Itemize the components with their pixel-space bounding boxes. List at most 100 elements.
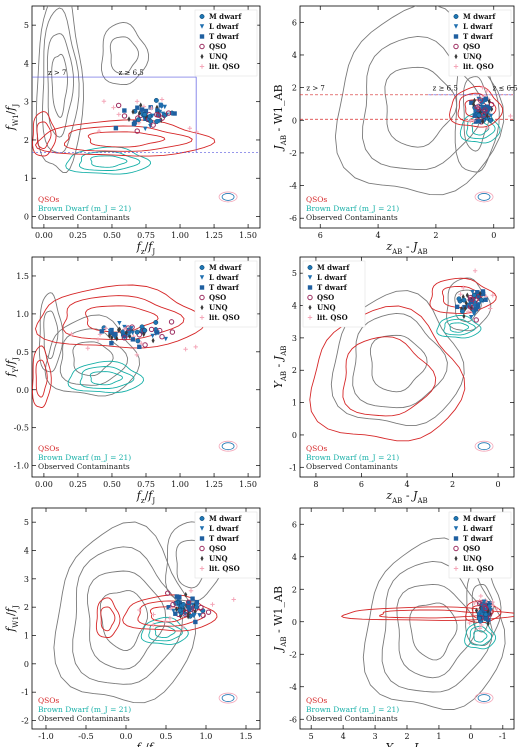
point-qso <box>182 609 189 615</box>
point-lit-qso <box>187 126 192 131</box>
contour-qso <box>35 284 206 349</box>
contour-observed <box>44 314 140 397</box>
y-tick-label: 0 <box>292 618 297 627</box>
legend-box <box>302 260 366 328</box>
x-tick-label: 1.0 <box>200 732 213 741</box>
point-lit-qso <box>95 337 101 342</box>
point-l-dwarf <box>197 613 202 618</box>
point-l-dwarf <box>482 599 487 604</box>
legend-label: lit. QSO <box>463 62 494 71</box>
x-tick-label: 1.25 <box>205 480 223 489</box>
y-tick-label: -6 <box>289 715 297 724</box>
point-unq <box>474 607 479 614</box>
selection-box <box>32 76 197 153</box>
point-t-dwarf <box>186 600 192 606</box>
redshift-annotation: z > 7 <box>306 84 324 92</box>
point-t-dwarf <box>99 329 104 334</box>
point-lit-qso <box>101 99 107 104</box>
point-lit-qso <box>490 599 495 605</box>
contour-observed <box>101 21 150 86</box>
y-tick-label: 2 <box>24 136 29 145</box>
point-unq <box>139 102 143 109</box>
legend-marker <box>453 34 459 39</box>
y-tick-label: 1 <box>24 632 29 641</box>
point-m-dwarf <box>488 117 494 123</box>
legend-marker <box>307 275 313 280</box>
x-tick-label: 0.00 <box>35 231 53 240</box>
legend-marker <box>453 566 459 571</box>
x-tick-label: 3 <box>373 732 378 741</box>
point-t-dwarf <box>483 616 488 621</box>
scatter-points <box>454 268 495 323</box>
point-unq <box>459 306 464 312</box>
point-lit-qso <box>484 88 489 94</box>
point-lit-qso <box>194 129 199 135</box>
point-m-dwarf <box>476 112 482 118</box>
point-qso <box>150 122 156 128</box>
legend-label: QSO <box>209 42 226 51</box>
y-tick-label: 0.0 <box>16 386 29 395</box>
y-axis-label: JAB - W1_AB <box>272 586 288 653</box>
contour-legend-label: Brown Dwarf (m_J = 21) <box>306 204 399 213</box>
legend-label: M dwarf <box>209 263 242 272</box>
x-tick-label: 0 <box>496 480 501 489</box>
point-qso <box>165 590 171 596</box>
contour-legend-label: Brown Dwarf (m_J = 21) <box>38 705 131 714</box>
contour-brown-dwarf <box>148 621 183 642</box>
y-tick-label: -2 <box>289 149 297 158</box>
error-ellipse <box>221 442 235 451</box>
x-tick-label: 4 <box>376 231 381 240</box>
y-tick-label: -1 <box>289 463 297 472</box>
legend-box <box>448 511 512 579</box>
contour-observed <box>330 290 465 426</box>
contour-brown-dwarf <box>65 146 152 175</box>
point-m-dwarf <box>142 112 148 118</box>
legend-marker <box>453 24 459 29</box>
point-qso <box>200 612 206 619</box>
legend-marker <box>453 536 459 541</box>
legend-marker <box>199 566 205 571</box>
contour-legend-label: Brown Dwarf (m_J = 21) <box>38 204 131 213</box>
legend-label: UNQ <box>463 554 482 563</box>
point-t-dwarf <box>113 125 119 131</box>
x-tick-label: 2 <box>433 231 438 240</box>
point-t-dwarf <box>135 105 140 110</box>
contour-qso <box>36 121 52 149</box>
point-qso <box>159 115 165 121</box>
contour-observed <box>59 328 129 386</box>
point-qso <box>168 319 175 325</box>
contour-legend-label: Observed Contaminants <box>306 462 398 471</box>
point-unq <box>481 118 485 125</box>
point-l-dwarf <box>470 289 475 295</box>
point-lit-qso <box>508 113 513 119</box>
contour-qso <box>340 606 514 621</box>
y-tick-label: 0 <box>292 431 297 440</box>
contour-legend-label: Brown Dwarf (m_J = 21) <box>306 453 399 462</box>
contour-legend-label: Observed Contaminants <box>38 714 130 723</box>
contour-brown-dwarf <box>436 314 482 339</box>
y-tick-label: 3 <box>292 334 297 343</box>
contour-legend-label: QSOs <box>306 195 327 204</box>
point-qso <box>477 600 483 607</box>
y-tick-label: -1.0 <box>14 462 29 471</box>
point-t-dwarf <box>131 121 137 127</box>
contour-observed <box>462 76 491 152</box>
point-l-dwarf <box>190 602 195 607</box>
error-ellipse <box>474 692 494 704</box>
legend-label: UNQ <box>463 52 482 61</box>
x-axis-label: zAB - JAB <box>385 489 427 505</box>
point-t-dwarf <box>148 105 153 110</box>
point-l-dwarf <box>158 102 163 107</box>
point-lit-qso <box>134 352 140 358</box>
legend-label: lit. QSO <box>209 564 240 573</box>
contour-qso <box>95 597 121 638</box>
point-qso <box>159 334 165 340</box>
x-tick-label: 6 <box>318 231 323 240</box>
y-tick-label: 2 <box>292 84 297 93</box>
contour-qso <box>87 131 166 148</box>
error-ellipse <box>221 193 235 201</box>
